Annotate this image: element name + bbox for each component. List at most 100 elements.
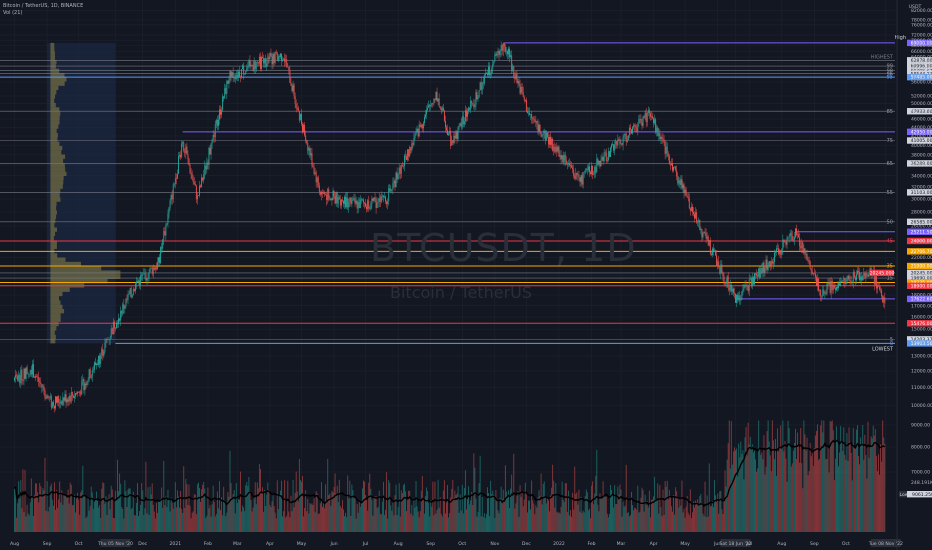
time-axis-label: May xyxy=(297,541,307,547)
candle-body xyxy=(68,395,70,402)
volume-bar xyxy=(567,490,569,532)
candle-body xyxy=(108,339,110,340)
candle-body xyxy=(807,259,809,261)
candle-body xyxy=(367,200,369,210)
candle-body xyxy=(69,395,71,402)
indicator-title[interactable]: Vol (21) xyxy=(3,10,23,16)
candle-body xyxy=(265,58,267,67)
candle-body xyxy=(453,135,455,144)
candle-body xyxy=(533,118,535,120)
volume-bar xyxy=(232,494,234,532)
volume-bar xyxy=(353,498,355,532)
price-tag xyxy=(907,39,932,47)
candle-body xyxy=(594,166,596,174)
candle-body xyxy=(105,339,107,344)
volume-bar xyxy=(744,437,746,532)
candle-body xyxy=(790,232,792,236)
candle-body xyxy=(111,328,113,335)
candle-body xyxy=(20,369,22,384)
volume-bar xyxy=(762,459,764,532)
candle-body xyxy=(734,292,735,294)
time-axis[interactable]: Aug Sep Oct Thu 05 Nov '20 Dec 2021 Feb Mar Apr M… xyxy=(10,539,903,547)
candle-body xyxy=(352,198,354,201)
candle-body xyxy=(19,375,21,384)
candle-body xyxy=(418,124,420,137)
candle-body xyxy=(878,285,879,287)
volume-bar xyxy=(597,504,599,532)
candle-body xyxy=(263,58,265,64)
volume-bar xyxy=(847,460,849,532)
volume-profile-bar xyxy=(50,81,65,86)
price-axis[interactable]: 69000.000High62878.00060996.00059495.679… xyxy=(870,0,932,550)
volume-profile-bar xyxy=(50,145,63,151)
price-tick-label: 82000.00 xyxy=(911,8,932,14)
candle-body xyxy=(400,165,402,174)
time-axis-label: May xyxy=(680,541,690,547)
volume-bar xyxy=(176,490,178,532)
volume-bar xyxy=(717,493,719,532)
volume-bar xyxy=(329,493,331,532)
candle-body xyxy=(317,177,319,186)
volume-bar xyxy=(208,508,210,532)
volume-bar xyxy=(30,478,32,532)
time-axis-label: Mar xyxy=(233,541,242,547)
candle-body xyxy=(826,283,828,294)
candle-body xyxy=(461,116,463,128)
volume-bar xyxy=(482,516,484,532)
volume-profile-bar xyxy=(50,188,61,194)
time-axis-label: 2022 xyxy=(553,541,565,547)
candle-body xyxy=(518,81,520,85)
volume-bar xyxy=(397,507,399,532)
candle-body xyxy=(211,139,213,144)
candle-body xyxy=(142,274,144,277)
fib-level-label: 50 xyxy=(887,219,893,225)
volume-bar xyxy=(189,505,191,532)
candle-body xyxy=(139,280,141,286)
candle-body xyxy=(532,118,534,119)
volume-bar xyxy=(830,421,832,532)
volume-bar xyxy=(284,480,286,532)
volume-bar xyxy=(569,515,570,532)
volume-bar xyxy=(283,511,285,532)
candle-body xyxy=(570,165,571,166)
volume-bar xyxy=(679,497,681,532)
candle-body xyxy=(780,250,782,255)
candle-body xyxy=(647,110,649,114)
candle-body xyxy=(758,268,760,277)
volume-bar xyxy=(426,487,427,532)
candle-body xyxy=(748,279,750,292)
volume-bar xyxy=(164,505,166,532)
candle-body xyxy=(564,155,566,161)
candle-body xyxy=(830,280,832,293)
candle-body xyxy=(612,144,614,145)
price-tick-label: 36000.00 xyxy=(911,163,932,169)
volume-bar xyxy=(791,463,793,532)
candle-body xyxy=(520,86,522,94)
volume-bar xyxy=(172,508,174,532)
price-tag xyxy=(907,282,932,289)
candle-body xyxy=(162,239,164,249)
volume-bar xyxy=(107,498,109,532)
volume-bar xyxy=(657,483,659,532)
volume-bar xyxy=(872,425,874,532)
volume-ma-line xyxy=(13,439,886,508)
candle-body xyxy=(740,299,742,301)
volume-profile-bar xyxy=(50,287,70,292)
candle-body xyxy=(611,144,612,148)
volume-bar xyxy=(660,507,662,532)
candle-body xyxy=(14,377,15,381)
volume-bar xyxy=(72,504,74,532)
symbol-title[interactable]: Bitcoin / TetherUS, 1D, BINANCE xyxy=(3,3,84,9)
candle-body xyxy=(250,64,252,67)
candle-body xyxy=(247,65,249,68)
candle-body xyxy=(311,153,313,166)
candle-body xyxy=(492,64,494,69)
candle-body xyxy=(698,219,700,223)
volume-bar xyxy=(617,486,619,532)
volume-bar xyxy=(713,506,714,532)
candle-body xyxy=(261,57,262,69)
volume-bar xyxy=(466,509,467,532)
price-tag xyxy=(907,248,932,255)
candle-body xyxy=(240,76,241,78)
